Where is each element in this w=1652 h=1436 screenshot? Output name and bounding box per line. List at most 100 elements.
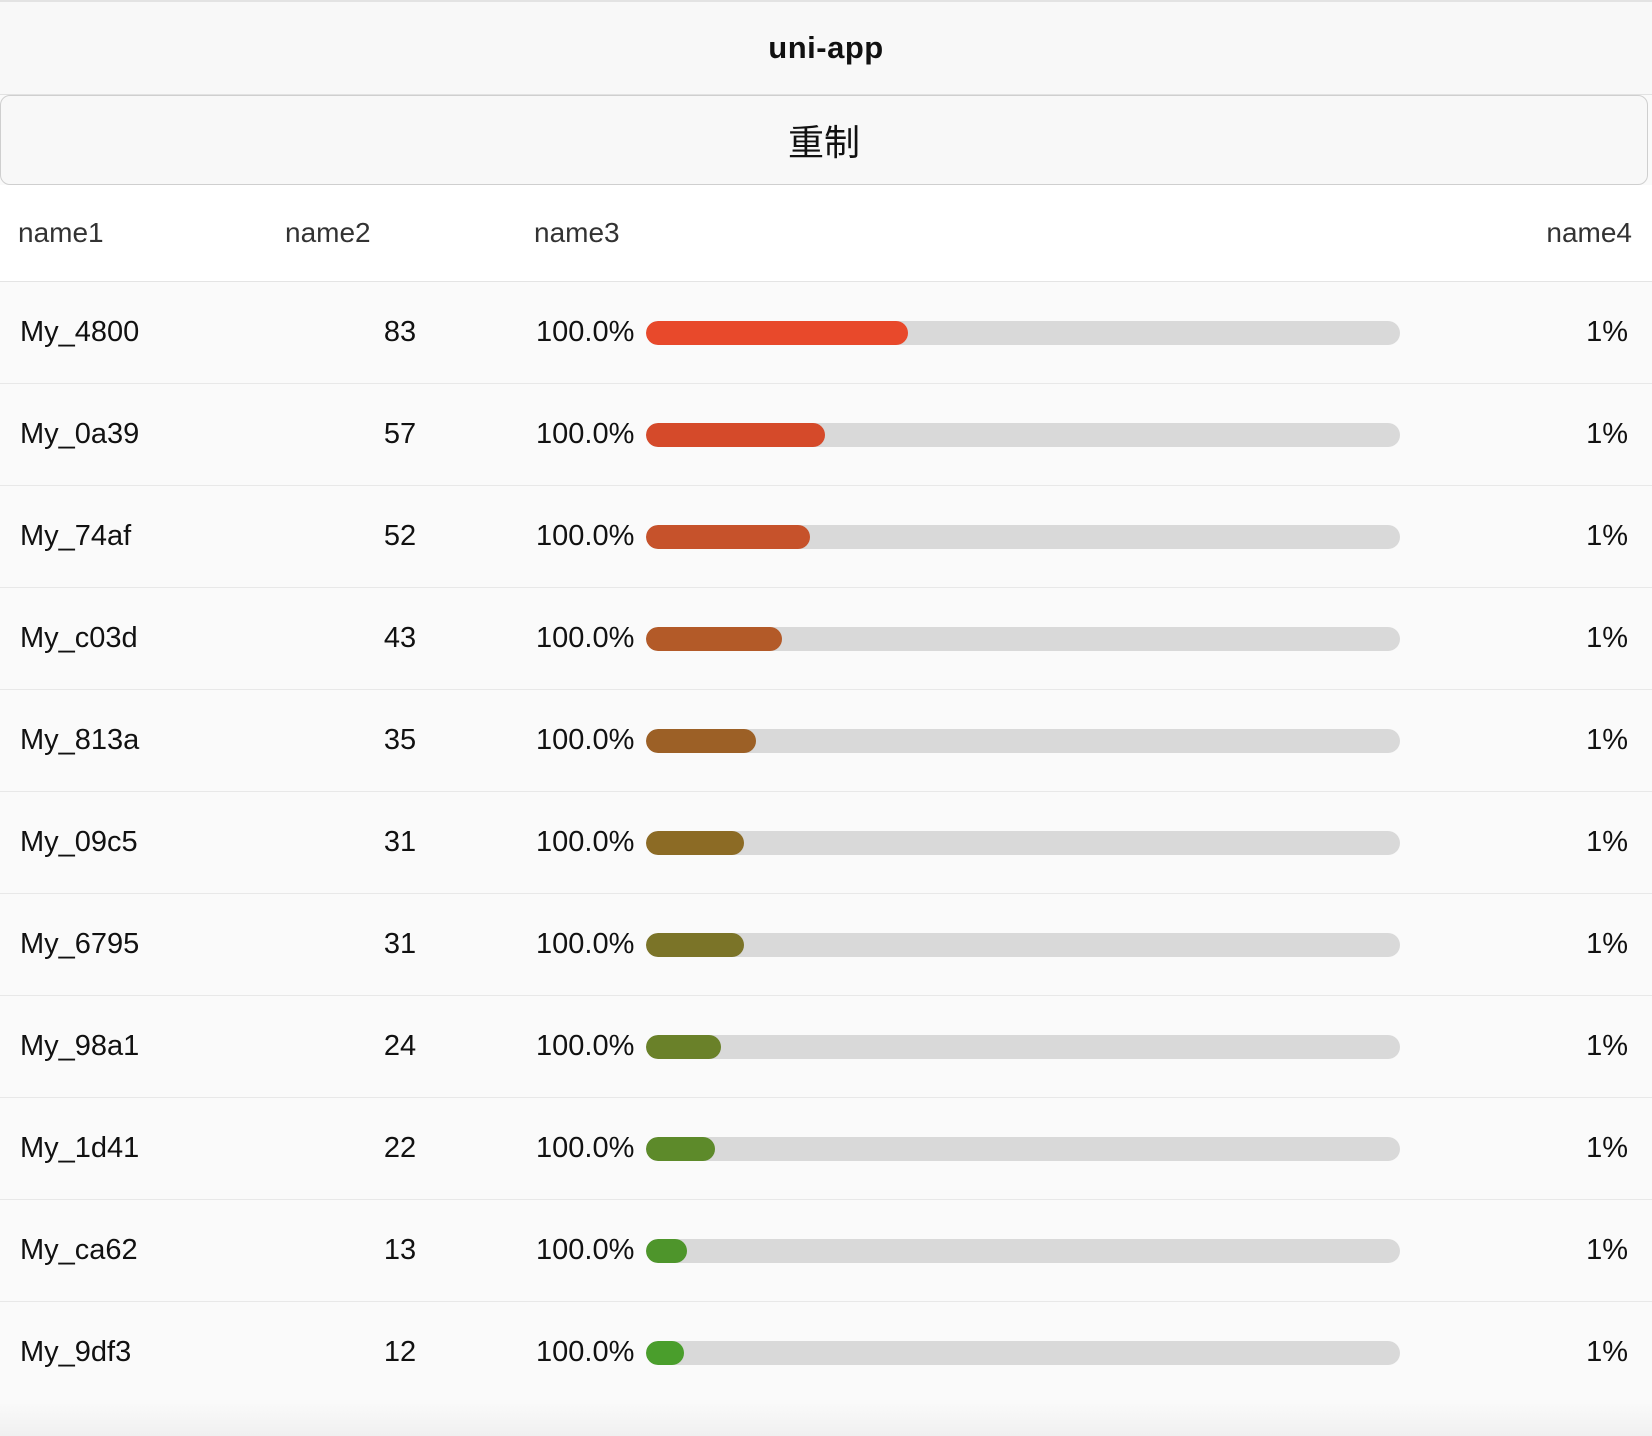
progress-fill bbox=[646, 524, 810, 549]
header-name1: name1 bbox=[18, 217, 104, 248]
percent-label: 100.0% bbox=[536, 622, 635, 654]
progress-track bbox=[646, 1136, 1400, 1161]
cell-name2: 13 bbox=[383, 1234, 417, 1266]
header-name2: name2 bbox=[285, 217, 371, 248]
table-row[interactable]: My_4800 83 100.0% 1% bbox=[0, 282, 1652, 384]
cell-name3: 100.0% bbox=[530, 418, 1400, 451]
table-row[interactable]: My_9df3 12 100.0% 1% bbox=[0, 1302, 1652, 1404]
bottom-shade bbox=[0, 1402, 1652, 1436]
table-row[interactable]: My_813a 35 100.0% 1% bbox=[0, 690, 1652, 792]
progress-track bbox=[646, 830, 1400, 855]
percent-label: 100.0% bbox=[536, 826, 635, 858]
percent-label: 100.0% bbox=[536, 724, 635, 756]
table-row[interactable]: My_ca62 13 100.0% 1% bbox=[0, 1200, 1652, 1302]
table-row[interactable]: My_74af 52 100.0% 1% bbox=[0, 486, 1652, 588]
cell-name2: 52 bbox=[383, 520, 417, 552]
cell-name4: 1% bbox=[1586, 1336, 1628, 1368]
cell-name4: 1% bbox=[1586, 1234, 1628, 1266]
cell-name4: 1% bbox=[1586, 622, 1628, 654]
cell-name2: 57 bbox=[383, 418, 417, 450]
table-row[interactable]: My_6795 31 100.0% 1% bbox=[0, 894, 1652, 996]
progress-track bbox=[646, 1340, 1400, 1365]
cell-name4: 1% bbox=[1586, 520, 1628, 552]
cell-name3: 100.0% bbox=[530, 1336, 1400, 1369]
progress-track bbox=[646, 422, 1400, 447]
cell-name1: My_74af bbox=[20, 520, 132, 552]
cell-name1: My_813a bbox=[20, 724, 140, 756]
progress-fill bbox=[646, 1034, 722, 1059]
cell-name3: 100.0% bbox=[530, 724, 1400, 757]
cell-name4: 1% bbox=[1586, 724, 1628, 756]
percent-label: 100.0% bbox=[536, 520, 635, 552]
header-name3: name3 bbox=[534, 217, 620, 248]
cell-name4: 1% bbox=[1586, 826, 1628, 858]
progress-track bbox=[646, 524, 1400, 549]
progress-fill bbox=[646, 932, 745, 957]
cell-name3: 100.0% bbox=[530, 1234, 1400, 1267]
cell-name1: My_1d41 bbox=[20, 1132, 140, 1164]
cell-name3: 100.0% bbox=[530, 826, 1400, 859]
table-row[interactable]: My_0a39 57 100.0% 1% bbox=[0, 384, 1652, 486]
progress-fill bbox=[646, 422, 826, 447]
percent-label: 100.0% bbox=[536, 1234, 635, 1266]
table-header: name1 name2 name3 name4 bbox=[0, 185, 1652, 282]
cell-name1: My_c03d bbox=[20, 622, 138, 654]
table-row[interactable]: My_c03d 43 100.0% 1% bbox=[0, 588, 1652, 690]
cell-name1: My_4800 bbox=[20, 316, 140, 348]
cell-name2: 22 bbox=[383, 1132, 417, 1164]
cell-name3: 100.0% bbox=[530, 928, 1400, 961]
cell-name4: 1% bbox=[1586, 928, 1628, 960]
progress-track bbox=[646, 932, 1400, 957]
percent-label: 100.0% bbox=[536, 418, 635, 450]
cell-name2: 43 bbox=[383, 622, 417, 654]
progress-fill bbox=[646, 830, 745, 855]
cell-name2: 31 bbox=[383, 826, 417, 858]
cell-name1: My_0a39 bbox=[20, 418, 140, 450]
progress-fill bbox=[646, 320, 908, 345]
header-name4: name4 bbox=[1546, 217, 1632, 248]
cell-name1: My_6795 bbox=[20, 928, 140, 960]
cell-name3: 100.0% bbox=[530, 1030, 1400, 1063]
navbar: uni-app bbox=[0, 2, 1652, 95]
cell-name2: 31 bbox=[383, 928, 417, 960]
cell-name2: 35 bbox=[383, 724, 417, 756]
progress-track bbox=[646, 1034, 1400, 1059]
cell-name1: My_98a1 bbox=[20, 1030, 140, 1062]
cell-name1: My_09c5 bbox=[20, 826, 138, 858]
cell-name3: 100.0% bbox=[530, 622, 1400, 655]
cell-name3: 100.0% bbox=[530, 1132, 1400, 1165]
percent-label: 100.0% bbox=[536, 928, 635, 960]
cell-name1: My_ca62 bbox=[20, 1234, 138, 1266]
progress-fill bbox=[646, 728, 757, 753]
percent-label: 100.0% bbox=[536, 1336, 635, 1368]
cell-name3: 100.0% bbox=[530, 316, 1400, 349]
cell-name2: 12 bbox=[383, 1336, 417, 1368]
progress-track bbox=[646, 626, 1400, 651]
data-table: name1 name2 name3 name4 My_4800 83 100.0… bbox=[0, 185, 1652, 1404]
cell-name3: 100.0% bbox=[530, 520, 1400, 553]
progress-fill bbox=[646, 1136, 716, 1161]
cell-name4: 1% bbox=[1586, 418, 1628, 450]
table-row[interactable]: My_1d41 22 100.0% 1% bbox=[0, 1098, 1652, 1200]
table-row[interactable]: My_09c5 31 100.0% 1% bbox=[0, 792, 1652, 894]
percent-label: 100.0% bbox=[536, 1132, 635, 1164]
cell-name2: 83 bbox=[383, 316, 417, 348]
progress-fill bbox=[646, 1340, 684, 1365]
page-title: uni-app bbox=[768, 30, 884, 65]
progress-fill bbox=[646, 626, 782, 651]
progress-track bbox=[646, 728, 1400, 753]
progress-track bbox=[646, 320, 1400, 345]
cell-name4: 1% bbox=[1586, 1030, 1628, 1062]
table-body: My_4800 83 100.0% 1% My_0a39 57 100.0% 1… bbox=[0, 282, 1652, 1404]
cell-name4: 1% bbox=[1586, 1132, 1628, 1164]
reset-button[interactable]: 重制 bbox=[0, 95, 1648, 185]
cell-name2: 24 bbox=[383, 1030, 417, 1062]
cell-name4: 1% bbox=[1586, 316, 1628, 348]
cell-name1: My_9df3 bbox=[20, 1336, 132, 1368]
percent-label: 100.0% bbox=[536, 316, 635, 348]
table-row[interactable]: My_98a1 24 100.0% 1% bbox=[0, 996, 1652, 1098]
progress-track bbox=[646, 1238, 1400, 1263]
percent-label: 100.0% bbox=[536, 1030, 635, 1062]
progress-fill bbox=[646, 1238, 687, 1263]
